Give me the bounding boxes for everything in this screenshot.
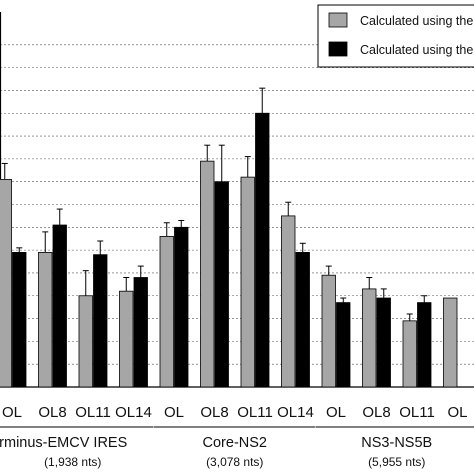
- bar-4-year: [295, 252, 310, 388]
- group-label: Core-NS2: [203, 435, 267, 451]
- group-sublabel: (5,955 nts): [368, 455, 425, 469]
- x-tick-label: OL8: [362, 404, 390, 421]
- group-label: NS3-NS5B: [361, 435, 432, 451]
- bar-2-year: [0, 179, 12, 388]
- bar-4-year: [12, 252, 27, 388]
- x-tick-label: OL: [2, 404, 22, 421]
- bar-2-year: [321, 274, 336, 388]
- legend-label-2-year: Calculated using the data of 2-year cult…: [360, 14, 474, 28]
- gridlines: [0, 44, 474, 365]
- group-sublabel: (3,078 nts): [206, 455, 263, 469]
- bar-4-year: [336, 302, 351, 388]
- bar-4-year: [417, 302, 432, 388]
- bar-2-year: [362, 288, 377, 388]
- bar-4-year: [93, 254, 108, 388]
- x-tick-label: OL8: [38, 404, 66, 421]
- legend-swatch-4-year: [328, 41, 348, 57]
- legend-swatch-2-year: [328, 12, 348, 28]
- bar-4-year: [52, 224, 67, 388]
- x-tick-label: OL: [326, 404, 346, 421]
- bar-2-year: [78, 295, 93, 388]
- group-labels: -terminus-EMCV IRES (1,938 nts) Core-NS2 (3…: [0, 426, 474, 469]
- x-tick-label: OL11: [75, 404, 111, 421]
- x-tick-label: OL14: [277, 404, 314, 421]
- group-sublabel: (1,938 nts): [44, 455, 101, 469]
- x-tick-label: OL: [447, 404, 467, 421]
- x-tick-label: OL11: [237, 404, 273, 421]
- bar-2-year: [240, 176, 255, 388]
- bar-2-year: [402, 320, 417, 388]
- bar-4-year: [255, 112, 270, 388]
- bar-2-year: [281, 215, 296, 388]
- bar-4-year: [214, 181, 229, 388]
- bar-2-year: [38, 252, 53, 388]
- bar-4-year: [376, 297, 391, 388]
- legend-label-4-year: Calculated using the data of 4-year cult…: [360, 43, 474, 57]
- bar-2-year: [119, 290, 134, 388]
- bar-2-year: [443, 297, 458, 388]
- bar-4-year: [133, 277, 148, 388]
- x-tick-label: OL11: [399, 404, 435, 421]
- bar-2-year: [159, 236, 174, 388]
- bar-2-year: [200, 160, 215, 388]
- tick-labels: OL OL8 OL11 OL14 OL OL8 OL11 OL14 OL OL8 OL11 OL: [2, 404, 468, 421]
- x-tick-label: OL8: [200, 404, 228, 421]
- bars: [0, 87, 458, 388]
- x-tick-label: OL14: [115, 404, 152, 421]
- group-label: -terminus-EMCV IRES: [0, 435, 127, 451]
- bar-4-year: [174, 226, 189, 388]
- legend: Calculated using the data of 2-year cult…: [317, 4, 474, 68]
- x-tick-label: OL: [164, 404, 184, 421]
